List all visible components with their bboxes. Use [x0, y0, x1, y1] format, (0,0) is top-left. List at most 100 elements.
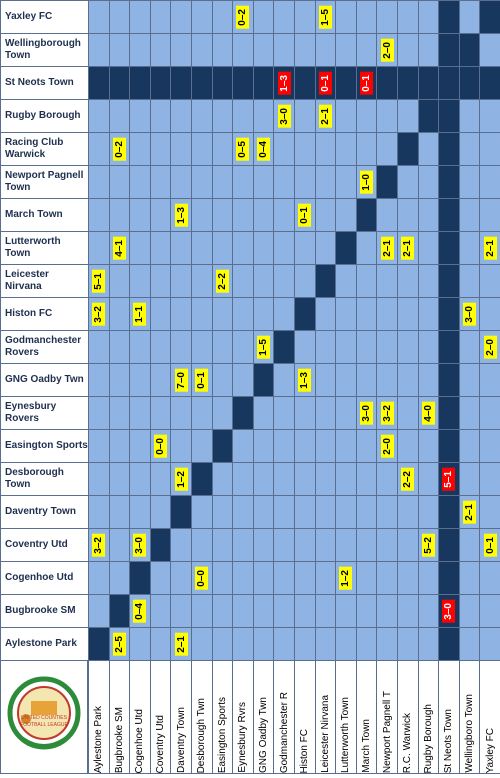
grid-cell	[252, 429, 275, 463]
grid-cell	[191, 462, 213, 496]
grid-cell	[191, 165, 213, 199]
grid-cell	[417, 429, 440, 463]
grid-cell	[397, 33, 419, 67]
grid-cell	[252, 627, 275, 661]
grid-cell	[170, 561, 192, 595]
grid-cell	[129, 330, 151, 364]
team-name: Yaxley FC	[5, 11, 53, 22]
score: 0–1	[195, 368, 209, 392]
grid-cell	[252, 66, 275, 100]
score: 7–0	[174, 368, 188, 392]
score: 2–1	[174, 632, 188, 656]
column-header: Daventry Town	[170, 660, 192, 774]
grid-cell	[397, 627, 419, 661]
grid-cell	[149, 132, 172, 166]
result-cell: 2–2	[211, 264, 234, 298]
result-cell: 3–0	[273, 99, 295, 133]
team-name: March Town	[5, 209, 63, 220]
score: 0–0	[195, 566, 209, 590]
grid-cell	[211, 462, 234, 496]
score: 2–1	[401, 236, 415, 260]
grid-cell	[438, 330, 460, 364]
grid-cell	[314, 165, 337, 199]
score: 3–0	[133, 533, 147, 557]
grid-cell	[335, 165, 357, 199]
grid-cell	[479, 561, 500, 595]
team-name: Wellingboro Town	[464, 694, 476, 773]
grid-cell	[417, 99, 440, 133]
grid-cell	[211, 363, 234, 397]
score: 0–4	[133, 599, 147, 623]
grid-cell	[232, 594, 254, 628]
grid-cell	[335, 132, 357, 166]
column-header: Desborough Twn	[191, 660, 213, 774]
grid-cell	[273, 561, 295, 595]
grid-cell	[294, 297, 316, 331]
grid-cell	[438, 396, 460, 430]
grid-cell	[232, 33, 254, 67]
grid-cell	[376, 330, 398, 364]
team-name: Daventry Town	[5, 506, 76, 517]
grid-cell	[438, 231, 460, 265]
row-label: Bugbrooke SM	[0, 594, 89, 628]
grid-cell	[149, 528, 172, 562]
grid-cell	[479, 363, 500, 397]
grid-cell	[397, 198, 419, 232]
row-label: Aylestone Park	[0, 627, 89, 661]
team-name: Godmanchester Rovers	[5, 335, 82, 358]
grid-cell	[294, 594, 316, 628]
score: 0–2	[236, 5, 250, 29]
grid-cell	[314, 594, 337, 628]
column-header: Eynesbury Rvrs	[232, 660, 254, 774]
grid-cell	[211, 132, 234, 166]
grid-cell	[273, 528, 295, 562]
grid-cell	[458, 0, 481, 34]
grid-cell	[438, 132, 460, 166]
grid-cell	[397, 561, 419, 595]
result-cell: 3–2	[88, 297, 110, 331]
score: 2–0	[380, 38, 394, 62]
team-name: GNG Oadby Twn	[5, 374, 84, 385]
grid-cell	[335, 462, 357, 496]
grid-cell	[88, 561, 110, 595]
grid-cell	[479, 165, 500, 199]
grid-cell	[170, 66, 192, 100]
grid-cell	[376, 0, 398, 34]
grid-cell	[273, 297, 295, 331]
result-cell: 0–1	[191, 363, 213, 397]
grid-cell	[170, 594, 192, 628]
result-cell: 3–0	[458, 297, 481, 331]
grid-cell	[149, 363, 172, 397]
team-name: Leicester Nirvana	[319, 695, 331, 773]
grid-cell	[88, 33, 110, 67]
grid-cell	[479, 0, 500, 34]
grid-cell	[129, 198, 151, 232]
grid-cell	[314, 396, 337, 430]
grid-cell	[273, 495, 295, 529]
grid-cell	[211, 165, 234, 199]
result-cell: 5–1	[88, 264, 110, 298]
league-logo: UNITED COUNTIES FOOTBALL LEAGUE	[0, 660, 88, 774]
grid-cell	[88, 429, 110, 463]
grid-cell	[376, 363, 398, 397]
grid-cell	[88, 165, 110, 199]
grid-cell	[417, 165, 440, 199]
grid-cell	[355, 495, 378, 529]
grid-cell	[314, 462, 337, 496]
result-cell: 1–1	[129, 297, 151, 331]
grid-cell	[211, 0, 234, 34]
grid-cell	[479, 495, 500, 529]
grid-cell	[438, 297, 460, 331]
grid-cell	[376, 594, 398, 628]
column-header: March Town	[355, 660, 378, 774]
result-cell: 0–1	[294, 198, 316, 232]
grid-cell	[211, 561, 234, 595]
grid-cell	[252, 363, 275, 397]
grid-cell	[149, 330, 172, 364]
team-name: Cogenhoe Utd	[134, 708, 146, 774]
score: 2–0	[483, 335, 497, 359]
grid-cell	[438, 627, 460, 661]
team-name: Bugbrooke SM	[113, 706, 125, 773]
grid-cell	[376, 99, 398, 133]
